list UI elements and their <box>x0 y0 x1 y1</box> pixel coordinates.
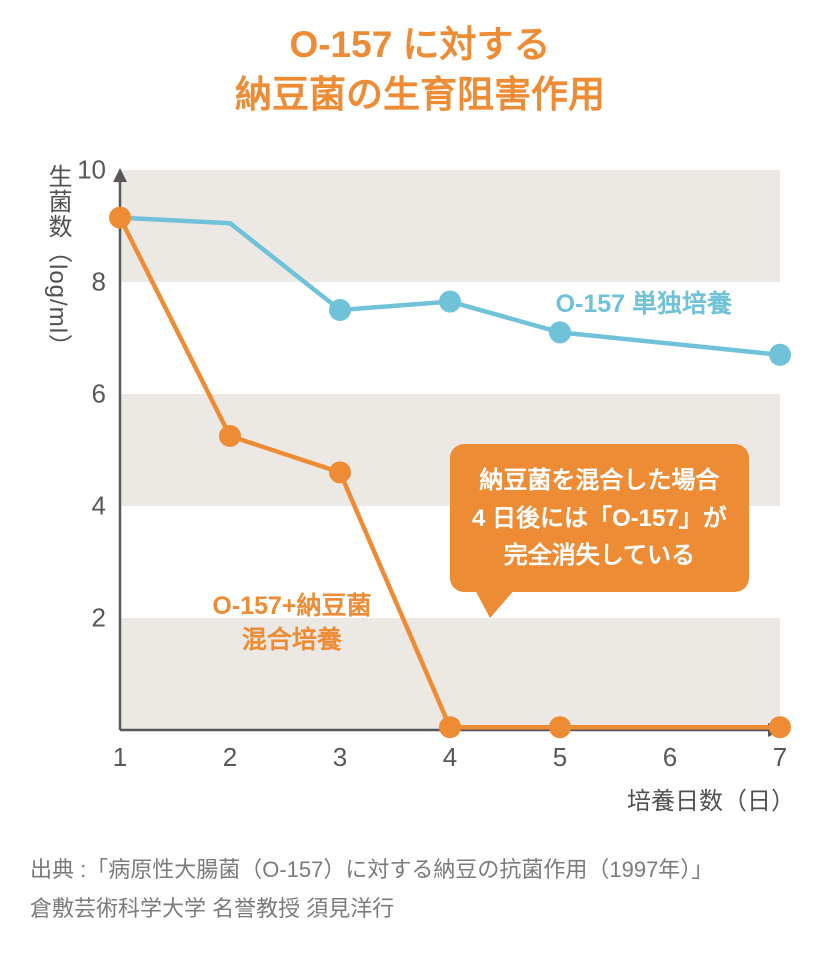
title-line1: O-157 に対する <box>289 24 550 65</box>
callout-line1: 納豆菌を混合した場合 <box>479 467 719 494</box>
y-tick: 2 <box>92 603 120 634</box>
series-label-o157-only: O-157 単独培養 <box>556 288 732 322</box>
y-axis-label: 生菌数（log/ml） <box>40 164 70 359</box>
y-tick: 6 <box>92 379 120 410</box>
x-tick: 1 <box>113 730 127 773</box>
callout-box: 納豆菌を混合した場合 4 日後には「O-157」が 完全消失している <box>450 444 749 592</box>
callout-line3: 完全消失している <box>504 542 695 569</box>
y-tick: 10 <box>77 155 120 186</box>
y-tick: 4 <box>92 491 120 522</box>
x-tick: 6 <box>663 730 677 773</box>
chart-title: O-157 に対する 納豆菌の生育阻害作用 <box>0 0 840 120</box>
chart: 生菌数（log/ml） O-157 単独培養 O-157+納豆菌 混合培養 納豆… <box>40 150 810 810</box>
x-axis-label: 培養日数（日） <box>627 781 795 816</box>
title-line2: 納豆菌の生育阻害作用 <box>235 74 605 115</box>
x-tick: 5 <box>553 730 567 773</box>
source-line1: 出典 :「病原性大腸菌（O-157）に対する納豆の抗菌作用（1997年）」 <box>30 857 713 882</box>
plot-area: O-157 単独培養 O-157+納豆菌 混合培養 納豆菌を混合した場合 4 日… <box>120 170 780 730</box>
x-tick: 3 <box>333 730 347 773</box>
source-line2: 倉敷芸術科学大学 名誉教授 須見洋行 <box>30 896 394 921</box>
x-tick: 7 <box>773 730 787 773</box>
source-citation: 出典 :「病原性大腸菌（O-157）に対する納豆の抗菌作用（1997年）」 倉敷… <box>30 850 713 929</box>
callout-line2: 4 日後には「O-157」が <box>472 505 727 532</box>
y-tick: 8 <box>92 267 120 298</box>
x-tick: 4 <box>443 730 457 773</box>
x-tick: 2 <box>223 730 237 773</box>
series-label-o157-natto: O-157+納豆菌 混合培養 <box>212 590 371 658</box>
